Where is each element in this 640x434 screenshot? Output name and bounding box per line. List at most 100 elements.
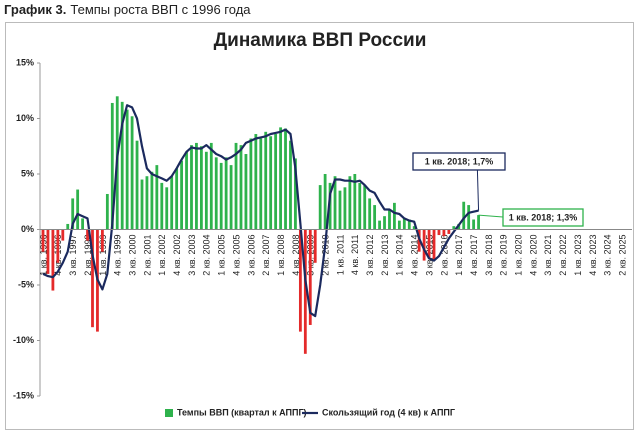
- bar: [209, 142, 213, 230]
- bar: [393, 202, 396, 230]
- chart-title: Динамика ВВП России: [214, 30, 427, 51]
- bar: [328, 182, 332, 230]
- y-tick-label: -10%: [13, 335, 34, 345]
- bar: [185, 151, 188, 230]
- bar: [66, 223, 70, 230]
- bar: [358, 182, 362, 230]
- bar: [378, 220, 381, 230]
- bar: [81, 218, 84, 230]
- bar: [442, 229, 446, 237]
- header-label: График 3.: [4, 2, 66, 17]
- bar: [279, 127, 282, 230]
- bar: [447, 229, 451, 234]
- bar: [86, 229, 89, 241]
- x-tick-label: 3 кв. 2006: [246, 235, 256, 276]
- x-tick-label: 4 кв. 2023: [588, 235, 598, 276]
- bar: [402, 218, 406, 230]
- x-tick-label: 3 кв. 2003: [187, 235, 197, 276]
- bar: [269, 136, 273, 230]
- x-tick-label: 1 кв. 2014: [395, 235, 405, 276]
- x-tick-label: 4 кв. 2017: [469, 235, 479, 276]
- x-tick-label: 2 кв. 2013: [380, 235, 390, 276]
- bar: [175, 168, 179, 230]
- bar: [195, 142, 198, 230]
- line: [42, 104, 479, 318]
- bar: [170, 176, 174, 230]
- bar: [462, 201, 466, 230]
- y-tick-label: -15%: [13, 390, 34, 400]
- y-tick-label: 10%: [16, 113, 34, 123]
- bar: [437, 229, 441, 236]
- x-tick-label: 1 кв. 2011: [335, 235, 345, 276]
- bar: [110, 102, 114, 230]
- bar: [204, 151, 208, 230]
- x-tick-label: 2 кв. 2010: [321, 235, 331, 276]
- bar: [333, 176, 337, 230]
- x-tick-label: 2 кв. 2007: [261, 235, 271, 276]
- bar: [56, 229, 60, 263]
- bar: [71, 198, 75, 230]
- x-tick-label: 2 кв. 2004: [202, 235, 212, 276]
- bar: [274, 134, 278, 230]
- x-tick-label: 1 кв. 2005: [217, 235, 227, 276]
- bar: [105, 193, 109, 230]
- bar: [363, 185, 367, 230]
- x-tick-label: 4 кв. 2011: [350, 235, 360, 276]
- x-tick-label: 3 кв. 2000: [127, 235, 137, 276]
- bar: [140, 179, 144, 230]
- bar: [284, 128, 287, 230]
- bar: [130, 116, 134, 230]
- x-tick-label: 2 кв. 2025: [617, 235, 627, 276]
- y-tick-label: -5%: [18, 279, 34, 289]
- bar: [472, 219, 476, 230]
- y-tick-label: 15%: [16, 57, 34, 67]
- x-tick-label: 4 кв. 2002: [172, 235, 182, 276]
- bar: [91, 229, 94, 328]
- bar: [239, 145, 243, 230]
- bar: [41, 229, 45, 252]
- bar: [229, 165, 233, 230]
- bar: [234, 142, 238, 230]
- bar: [254, 134, 258, 230]
- bar: [145, 176, 149, 230]
- bar: [467, 205, 471, 230]
- x-tick-label: 2 кв. 2001: [142, 235, 152, 276]
- x-tick-label: 4 кв. 2005: [231, 235, 241, 276]
- bar: [407, 219, 411, 230]
- bar: [120, 101, 124, 230]
- bar: [199, 146, 203, 230]
- x-tick-label: 1 кв. 2002: [157, 235, 167, 276]
- bar: [383, 216, 386, 230]
- bar: [76, 189, 80, 230]
- annotation-box: [412, 152, 506, 171]
- legend-swatch: [165, 409, 173, 417]
- bar: [249, 138, 253, 230]
- bar: [427, 229, 431, 259]
- bar: [125, 109, 129, 230]
- bar: [313, 229, 317, 263]
- x-tick-label: 1 кв. 2008: [276, 235, 286, 276]
- bar: [452, 226, 456, 230]
- bar: [477, 215, 480, 230]
- x-tick-label: 2 кв. 2022: [558, 235, 568, 276]
- header-text: Темпы роста ВВП с 1996 года: [70, 2, 251, 17]
- legend-label: Темпы ВВП (квартал к АППГ): [177, 407, 307, 417]
- bar: [373, 205, 377, 230]
- bar: [46, 229, 50, 274]
- x-tick-label: 1 кв. 2023: [573, 235, 583, 276]
- bar: [190, 145, 193, 230]
- annotation: 1 кв. 2018; 1,3%: [509, 212, 578, 222]
- bar: [224, 157, 228, 230]
- bar: [135, 140, 139, 230]
- x-tick-label: 3 кв. 2021: [543, 235, 553, 276]
- annotation-leader: [478, 214, 504, 218]
- x-tick-label: 4 кв. 2020: [528, 235, 538, 276]
- bar: [422, 229, 426, 261]
- bar: [412, 226, 416, 230]
- annotation-leader: [476, 169, 480, 211]
- x-tick-label: 3 кв. 2012: [365, 235, 375, 276]
- bar: [298, 229, 302, 332]
- bar: [244, 154, 248, 230]
- x-tick-label: 3 кв. 2018: [484, 235, 494, 276]
- bar: [353, 174, 357, 230]
